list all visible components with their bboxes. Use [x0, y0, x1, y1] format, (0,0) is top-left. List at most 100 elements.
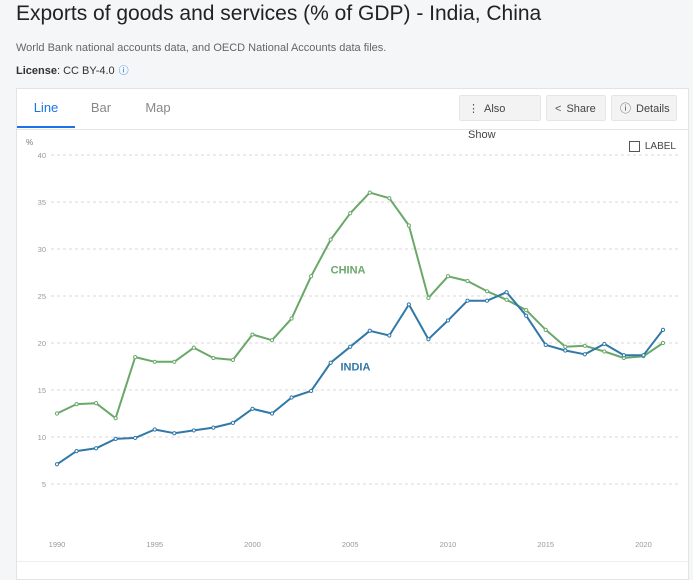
license-label: License [16, 65, 57, 77]
point-india-2006 [367, 328, 372, 333]
point-china-2002 [289, 316, 294, 321]
point-china-1990 [54, 411, 60, 416]
series-line-china [56, 191, 664, 420]
y-tick-label-10: 10 [38, 433, 46, 442]
y-tick-label-30: 30 [38, 245, 46, 254]
point-india-1994 [133, 435, 138, 441]
y-tick-label-35: 35 [38, 198, 46, 207]
point-china-2008 [406, 223, 411, 228]
label-checkbox[interactable] [628, 141, 640, 152]
point-india-2003 [309, 388, 314, 394]
license-value: : CC BY-4.0 [56, 65, 115, 77]
info-circle-icon: ⓘ [620, 103, 631, 115]
point-china-2000 [250, 332, 255, 337]
label-toggle-text: LABEL [644, 141, 676, 152]
point-india-2021 [660, 327, 666, 332]
point-india-2012 [484, 298, 490, 303]
x-tick-label-2005: 2005 [342, 540, 359, 549]
point-china-1993 [113, 416, 118, 421]
label-toggle[interactable]: LABEL [628, 141, 676, 152]
point-india-2017 [582, 352, 587, 357]
x-tick-label-2015: 2015 [537, 540, 554, 549]
point-india-2014 [524, 313, 529, 318]
point-china-2012 [484, 289, 490, 294]
x-tick-label-2000: 2000 [244, 540, 261, 549]
page-title: Exports of goods and services (% of GDP)… [16, 2, 542, 25]
point-india-2010 [445, 318, 451, 323]
point-india-2000 [250, 406, 255, 411]
x-tick-label-1995: 1995 [146, 540, 163, 549]
details-button[interactable]: ⓘ Details [611, 95, 677, 121]
point-india-1991 [74, 449, 79, 454]
tab-map[interactable]: Map [145, 100, 171, 115]
tab-bar-chart[interactable]: Bar [90, 100, 112, 115]
point-china-2004 [328, 237, 333, 242]
series-label-india: INDIA [340, 361, 370, 373]
y-tick-label-20: 20 [38, 339, 46, 348]
license: License: CC BY-4.0 ⓘ [16, 62, 129, 77]
point-china-2006 [367, 190, 372, 195]
point-china-2017 [582, 343, 587, 348]
y-tick-label-15: 15 [38, 386, 46, 395]
y-tick-label-5: 5 [42, 480, 46, 489]
point-china-1999 [230, 357, 236, 363]
point-china-2021 [660, 340, 666, 346]
point-india-1998 [211, 425, 216, 430]
point-india-1997 [191, 428, 196, 433]
point-india-1993 [113, 436, 118, 441]
point-india-1990 [54, 462, 60, 467]
point-china-2005 [348, 211, 353, 216]
tab-line[interactable]: Line [17, 89, 75, 128]
share-icon: < [555, 103, 562, 115]
y-axis-unit: % [26, 138, 33, 147]
also-show-label: Also Show [468, 103, 506, 141]
point-china-1995 [152, 359, 157, 364]
card-divider [17, 561, 688, 562]
point-india-2020 [641, 353, 646, 358]
point-india-2004 [328, 360, 333, 365]
x-tick-label-2010: 2010 [440, 540, 457, 549]
point-china-1998 [211, 355, 216, 361]
point-china-2015 [543, 327, 548, 332]
more-vertical-icon: ⋮ [468, 103, 479, 115]
point-china-1992 [93, 401, 99, 406]
series-label-china: CHINA [331, 264, 366, 276]
point-china-1996 [172, 359, 177, 364]
x-tick-label-2020: 2020 [635, 540, 652, 549]
point-india-2002 [289, 395, 294, 400]
point-india-2013 [504, 290, 509, 295]
point-china-2011 [465, 278, 470, 284]
point-china-1994 [133, 355, 138, 360]
also-show-button[interactable]: ⋮ Also Show [459, 95, 541, 141]
point-india-2018 [602, 341, 607, 347]
chart-card: Line Bar Map ⋮ Also Show < Share ⓘ Details … [16, 88, 689, 580]
point-china-2016 [563, 344, 568, 349]
point-india-2016 [563, 348, 568, 353]
point-india-1992 [93, 446, 99, 451]
point-india-1999 [230, 420, 236, 425]
y-tick-label-40: 40 [38, 151, 46, 160]
point-china-2010 [445, 274, 451, 279]
tab-bar: Line Bar Map ⋮ Also Show < Share ⓘ Details [17, 89, 688, 141]
point-india-2001 [269, 411, 275, 416]
point-india-2008 [406, 302, 411, 307]
x-tick-label-1990: 1990 [49, 540, 66, 549]
point-china-2018 [602, 349, 607, 354]
point-china-1997 [191, 345, 196, 350]
source-note: World Bank national accounts data, and O… [16, 42, 387, 54]
y-tick-label-25: 25 [38, 292, 46, 301]
point-china-2001 [269, 338, 275, 343]
point-india-2005 [348, 344, 353, 349]
point-china-2013 [504, 297, 509, 302]
share-button[interactable]: < Share [546, 95, 606, 121]
point-china-2014 [524, 308, 529, 313]
point-china-2009 [426, 295, 431, 300]
line-chart: % 5 10 15 20 25 30 35 40 1990 1995 2000 2005 2010 2015… [26, 138, 679, 549]
info-icon[interactable]: ⓘ [118, 66, 129, 77]
point-india-2019 [621, 353, 627, 358]
share-label: Share [566, 103, 596, 115]
point-india-1995 [152, 427, 157, 432]
point-india-2009 [426, 337, 431, 342]
point-india-1996 [172, 431, 177, 436]
point-china-2007 [387, 196, 392, 201]
